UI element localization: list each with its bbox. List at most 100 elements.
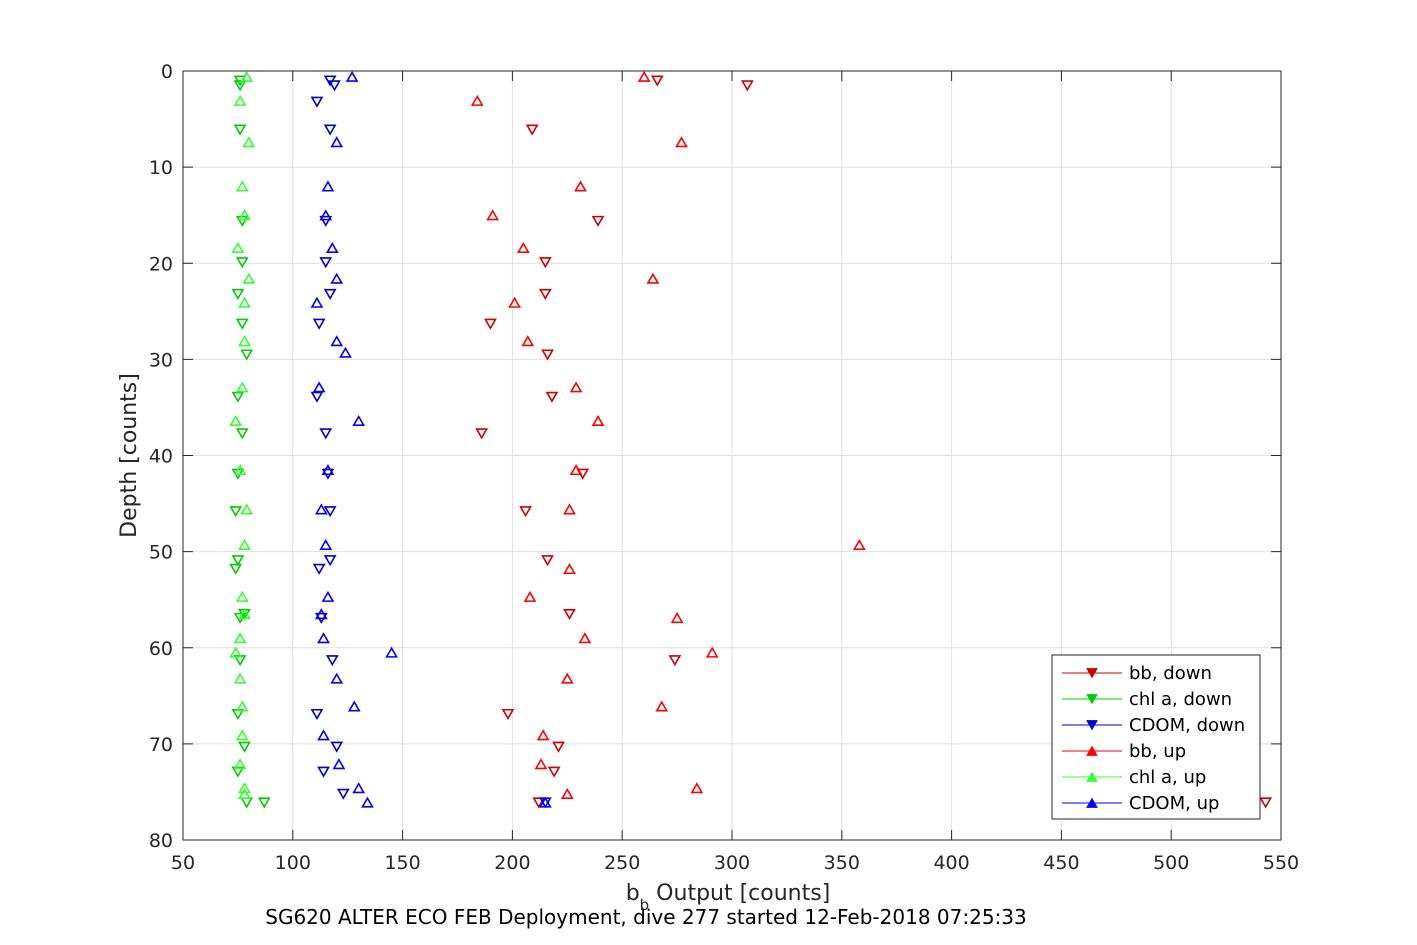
data-point xyxy=(670,612,684,624)
data-point xyxy=(310,391,324,403)
axis-ticks: 50 100 150 200 250 300 350 400 450 500 550 0 10 20 30 4… xyxy=(149,61,1299,874)
x-tick-label: 100 xyxy=(275,852,311,874)
data-point xyxy=(591,215,605,227)
data-point xyxy=(532,797,546,809)
data-point xyxy=(650,75,664,87)
data-point xyxy=(516,241,530,253)
data-point xyxy=(310,96,324,108)
data-point xyxy=(330,335,344,347)
legend-item: bb, up xyxy=(1062,741,1186,762)
data-point xyxy=(233,672,247,684)
data-point xyxy=(591,414,605,427)
data-point xyxy=(314,608,328,620)
data-point xyxy=(319,538,333,551)
x-axis-label-main: b xyxy=(626,881,640,906)
x-axis-label-subscript: b xyxy=(640,896,650,914)
data-point xyxy=(569,463,583,476)
data-point xyxy=(352,782,366,794)
legend-label: bb, down xyxy=(1129,663,1212,684)
legend-marker xyxy=(1086,771,1098,782)
data-point xyxy=(470,94,484,106)
data-point xyxy=(345,70,359,82)
data-point xyxy=(560,672,574,684)
data-point xyxy=(328,80,341,92)
data-point xyxy=(552,741,565,753)
legend-marker xyxy=(1086,694,1098,705)
data-point xyxy=(675,136,688,148)
data-point xyxy=(233,632,247,644)
legend-marker xyxy=(1086,668,1098,679)
data-point xyxy=(484,318,497,330)
data-point xyxy=(229,646,243,658)
data-point xyxy=(238,538,251,551)
data-point xyxy=(321,590,335,602)
data-points xyxy=(229,70,1273,809)
data-point xyxy=(240,349,254,361)
data-point xyxy=(319,428,333,440)
data-point xyxy=(229,563,243,575)
data-point xyxy=(323,288,337,300)
data-point xyxy=(339,346,352,358)
y-tick-label: 0 xyxy=(161,61,173,83)
data-point xyxy=(560,787,574,799)
data-point xyxy=(238,782,251,794)
data-point xyxy=(233,463,247,476)
data-point xyxy=(536,729,550,741)
x-tick-label: 250 xyxy=(604,852,640,874)
x-tick-label: 150 xyxy=(384,852,420,874)
data-point xyxy=(563,503,576,515)
dive-caption: SG620 ALTER ECO FEB Deployment, dive 277… xyxy=(265,905,1026,929)
data-point xyxy=(238,335,251,347)
data-point xyxy=(314,503,328,515)
data-point xyxy=(310,708,324,721)
legend-label: bb, up xyxy=(1129,741,1186,762)
data-point xyxy=(317,766,330,778)
x-tick-label: 50 xyxy=(171,852,195,874)
x-tick-label: 200 xyxy=(494,852,530,874)
data-point xyxy=(235,428,249,440)
data-point xyxy=(231,288,245,300)
y-axis-label: Depth [counts] xyxy=(117,373,142,538)
data-point xyxy=(257,797,271,809)
legend-marker xyxy=(1086,745,1098,756)
data-point xyxy=(325,241,339,253)
x-axis-label-rest: Output [counts] xyxy=(649,881,830,906)
data-point xyxy=(325,655,339,667)
legend-label: chl a, down xyxy=(1129,689,1232,710)
data-point xyxy=(541,349,554,361)
data-point xyxy=(310,296,324,308)
y-tick-label: 50 xyxy=(149,542,173,564)
legend-box xyxy=(1051,654,1261,820)
data-point xyxy=(233,124,247,136)
data-point xyxy=(352,414,366,427)
data-point xyxy=(475,428,489,440)
data-point xyxy=(330,741,344,753)
data-point xyxy=(578,632,592,644)
legend-label: chl a, up xyxy=(1129,767,1206,788)
data-point xyxy=(235,318,249,330)
data-point xyxy=(637,70,651,82)
data-point xyxy=(538,796,552,808)
data-point xyxy=(319,257,333,269)
x-tick-label: 350 xyxy=(824,852,860,874)
data-point xyxy=(323,555,337,567)
x-tick-label: 400 xyxy=(933,852,969,874)
data-point xyxy=(312,318,326,330)
data-point xyxy=(231,766,245,778)
data-point xyxy=(235,700,249,712)
data-point xyxy=(547,766,561,778)
data-point xyxy=(501,708,515,721)
data-point xyxy=(525,124,539,136)
x-tick-label: 300 xyxy=(714,852,750,874)
data-point xyxy=(238,296,251,308)
data-point xyxy=(332,758,346,770)
data-point xyxy=(235,590,249,602)
legend-marker xyxy=(1086,720,1098,731)
data-point xyxy=(240,503,254,515)
legend-label: CDOM, down xyxy=(1129,715,1245,736)
data-point xyxy=(668,655,682,667)
data-point xyxy=(545,391,559,403)
y-tick-label: 20 xyxy=(149,253,173,275)
legend-item: chl a, up xyxy=(1062,767,1206,788)
